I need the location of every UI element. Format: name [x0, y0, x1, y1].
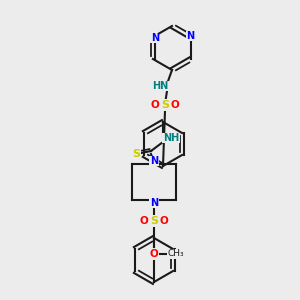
Text: S: S — [150, 216, 158, 226]
Text: CH₃: CH₃ — [168, 250, 184, 259]
Text: N: N — [150, 156, 158, 166]
Text: O: O — [140, 216, 148, 226]
Text: NH: NH — [163, 133, 179, 143]
Text: O: O — [171, 100, 179, 110]
Text: N: N — [150, 198, 158, 208]
Text: O: O — [151, 100, 159, 110]
Text: O: O — [160, 216, 168, 226]
Text: HN: HN — [152, 81, 168, 91]
Text: N: N — [186, 31, 194, 41]
Text: N: N — [151, 33, 159, 43]
Text: S: S — [161, 100, 169, 110]
Text: S: S — [132, 149, 140, 159]
Text: O: O — [150, 249, 158, 259]
